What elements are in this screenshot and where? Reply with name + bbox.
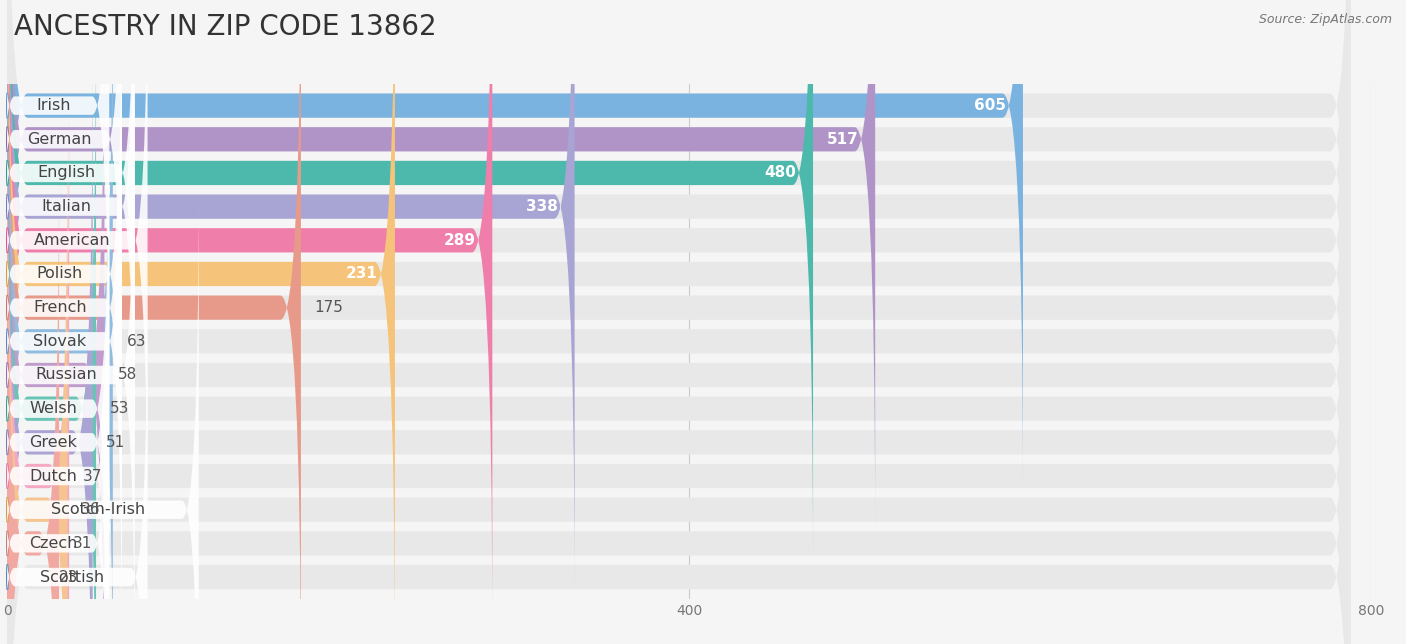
Text: 37: 37 bbox=[83, 469, 103, 484]
Text: 289: 289 bbox=[443, 232, 475, 248]
FancyBboxPatch shape bbox=[7, 0, 492, 632]
Text: 605: 605 bbox=[974, 98, 1005, 113]
Text: 23: 23 bbox=[59, 569, 79, 585]
FancyBboxPatch shape bbox=[0, 115, 110, 644]
Text: Irish: Irish bbox=[37, 98, 70, 113]
Text: 63: 63 bbox=[127, 334, 146, 349]
FancyBboxPatch shape bbox=[0, 149, 110, 644]
FancyBboxPatch shape bbox=[0, 0, 135, 534]
FancyBboxPatch shape bbox=[7, 118, 67, 644]
FancyBboxPatch shape bbox=[7, 185, 1350, 644]
FancyBboxPatch shape bbox=[7, 50, 1350, 644]
FancyBboxPatch shape bbox=[7, 0, 1350, 644]
FancyBboxPatch shape bbox=[0, 0, 110, 433]
FancyBboxPatch shape bbox=[7, 0, 1350, 531]
Text: Source: ZipAtlas.com: Source: ZipAtlas.com bbox=[1258, 13, 1392, 26]
Text: ANCESTRY IN ZIP CODE 13862: ANCESTRY IN ZIP CODE 13862 bbox=[14, 13, 437, 41]
FancyBboxPatch shape bbox=[7, 17, 96, 644]
FancyBboxPatch shape bbox=[7, 0, 104, 644]
FancyBboxPatch shape bbox=[0, 0, 122, 601]
Text: Dutch: Dutch bbox=[30, 469, 77, 484]
Text: 517: 517 bbox=[827, 132, 858, 147]
Text: 36: 36 bbox=[82, 502, 101, 517]
Text: 175: 175 bbox=[315, 300, 343, 315]
FancyBboxPatch shape bbox=[7, 151, 59, 644]
Text: Greek: Greek bbox=[30, 435, 77, 450]
FancyBboxPatch shape bbox=[7, 84, 69, 644]
FancyBboxPatch shape bbox=[0, 0, 135, 500]
FancyBboxPatch shape bbox=[7, 0, 301, 644]
FancyBboxPatch shape bbox=[7, 0, 1350, 598]
Text: Scotch-Irish: Scotch-Irish bbox=[51, 502, 145, 517]
FancyBboxPatch shape bbox=[0, 216, 110, 644]
FancyBboxPatch shape bbox=[7, 0, 1350, 644]
FancyBboxPatch shape bbox=[0, 249, 148, 644]
FancyBboxPatch shape bbox=[7, 0, 112, 644]
FancyBboxPatch shape bbox=[7, 0, 875, 531]
Text: Russian: Russian bbox=[35, 368, 97, 383]
Text: English: English bbox=[37, 166, 96, 180]
FancyBboxPatch shape bbox=[7, 0, 1350, 632]
FancyBboxPatch shape bbox=[7, 0, 1350, 498]
FancyBboxPatch shape bbox=[7, 0, 395, 644]
Text: 58: 58 bbox=[118, 368, 138, 383]
FancyBboxPatch shape bbox=[0, 182, 198, 644]
FancyBboxPatch shape bbox=[0, 14, 122, 644]
FancyBboxPatch shape bbox=[7, 17, 1350, 644]
Text: American: American bbox=[34, 232, 111, 248]
Text: Slovak: Slovak bbox=[34, 334, 86, 349]
Text: Welsh: Welsh bbox=[30, 401, 77, 416]
FancyBboxPatch shape bbox=[0, 0, 122, 467]
Text: French: French bbox=[32, 300, 87, 315]
FancyBboxPatch shape bbox=[7, 0, 1350, 565]
FancyBboxPatch shape bbox=[7, 118, 1350, 644]
FancyBboxPatch shape bbox=[7, 84, 1350, 644]
FancyBboxPatch shape bbox=[7, 0, 1024, 498]
Text: 231: 231 bbox=[346, 267, 378, 281]
Text: 480: 480 bbox=[763, 166, 796, 180]
Text: Scottish: Scottish bbox=[41, 569, 104, 585]
FancyBboxPatch shape bbox=[7, 0, 813, 565]
Text: Italian: Italian bbox=[41, 199, 91, 214]
FancyBboxPatch shape bbox=[7, 50, 93, 644]
Text: Czech: Czech bbox=[30, 536, 77, 551]
FancyBboxPatch shape bbox=[0, 0, 148, 568]
FancyBboxPatch shape bbox=[0, 48, 135, 644]
Text: German: German bbox=[28, 132, 91, 147]
Text: 51: 51 bbox=[107, 435, 125, 450]
Text: Polish: Polish bbox=[37, 267, 83, 281]
Text: 338: 338 bbox=[526, 199, 558, 214]
FancyBboxPatch shape bbox=[7, 0, 1350, 644]
Text: 31: 31 bbox=[73, 536, 93, 551]
FancyBboxPatch shape bbox=[7, 151, 1350, 644]
FancyBboxPatch shape bbox=[0, 81, 110, 644]
FancyBboxPatch shape bbox=[7, 0, 575, 598]
Text: 53: 53 bbox=[110, 401, 129, 416]
FancyBboxPatch shape bbox=[7, 0, 1350, 644]
FancyBboxPatch shape bbox=[0, 0, 122, 635]
